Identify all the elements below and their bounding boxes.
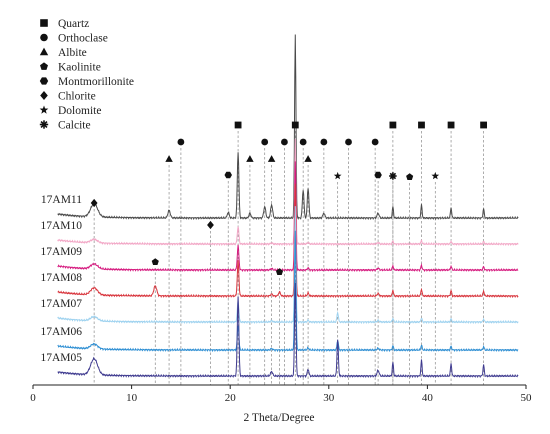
peak-marker-kaolinite (275, 268, 284, 276)
peak-marker-orthoclase (299, 138, 307, 146)
legend-item-dolomite: Dolomite (39, 105, 101, 117)
peak-marker-chlorite (207, 220, 214, 230)
peak-marker-orthoclase (281, 138, 288, 146)
sample-label-17am07: 17AM07 (40, 298, 82, 310)
legend-label: Quartz (58, 18, 89, 30)
peak-marker-chlorite (90, 198, 98, 208)
series-line-17am09 (57, 161, 519, 273)
peak-marker-calcite (389, 172, 397, 180)
sample-label-17am06: 17AM06 (40, 326, 82, 338)
peak-marker-quartz (291, 121, 299, 129)
x-tick-label: 0 (30, 392, 36, 404)
series-line-17am06 (57, 230, 519, 353)
x-axis-title: 2 Theta/Degree (244, 412, 315, 424)
legend-label: Calcite (58, 120, 91, 132)
legend-label: Albite (58, 47, 87, 59)
reference-lines (93, 131, 484, 385)
sample-label-17am11: 17AM11 (41, 194, 82, 206)
legend-symbol-diamond (40, 90, 48, 101)
legend: Quartz Orthoclase Albite Kaolinite Montmoril… (39, 18, 134, 132)
legend-label: Dolomite (58, 105, 101, 117)
sample-label-17am10: 17AM10 (40, 220, 82, 232)
peak-marker-orthoclase (371, 138, 379, 146)
series-line-17am05 (57, 282, 519, 379)
x-axis: 0 10 20 30 40 50 (30, 384, 533, 404)
series-group (57, 34, 519, 379)
legend-label: Orthoclase (58, 33, 108, 45)
legend-symbol-triangle (39, 47, 49, 56)
peak-marker-quartz (480, 121, 488, 129)
legend-label: Kaolinite (58, 62, 101, 74)
sample-labels: 17AM11 17AM10 17AM09 17AM08 17AM07 17AM06 17AM… (40, 194, 82, 364)
series-line-17am10 (57, 138, 519, 247)
legend-symbol-square (40, 19, 48, 27)
peak-marker-dolomite (333, 171, 342, 180)
peak-marker-albite (246, 155, 254, 162)
sample-label-17am09: 17AM09 (40, 246, 82, 258)
peak-marker-dolomite (431, 171, 440, 180)
legend-label: Chlorite (58, 91, 96, 103)
legend-item-chlorite: Chlorite (40, 91, 96, 103)
peak-marker-montmorillonite (224, 171, 232, 179)
peak-marker-orthoclase (177, 138, 185, 146)
legend-symbol-circle (40, 33, 48, 42)
peak-marker-orthoclase (320, 138, 328, 146)
legend-symbol-star (39, 105, 49, 114)
sample-label-17am05: 17AM05 (40, 352, 82, 364)
legend-symbol-pentagon (40, 62, 48, 70)
series-line-17am11 (57, 34, 519, 221)
peak-marker-montmorillonite (374, 171, 382, 179)
x-tick-label: 10 (126, 392, 138, 404)
series-line-17am07 (57, 206, 519, 325)
legend-item-calcite: Calcite (39, 120, 91, 132)
peak-marker-quartz (447, 121, 455, 129)
peak-marker-quartz (234, 121, 242, 129)
x-tick-label: 20 (225, 392, 237, 404)
legend-item-montmorillonite: Montmorillonite (39, 76, 134, 88)
peak-marker-quartz (389, 121, 397, 129)
peak-markers (90, 121, 488, 276)
legend-item-kaolinite: Kaolinite (40, 62, 101, 74)
legend-item-quartz: Quartz (40, 18, 89, 30)
legend-symbol-asterisk (39, 120, 49, 129)
peak-marker-kaolinite (151, 258, 159, 266)
peak-marker-quartz (418, 121, 425, 129)
peak-marker-albite (304, 155, 312, 162)
peak-marker-albite (165, 155, 173, 162)
sample-label-17am08: 17AM08 (40, 272, 82, 284)
x-tick-label: 50 (521, 392, 533, 404)
peak-marker-kaolinite (406, 173, 414, 181)
legend-item-orthoclase: Orthoclase (40, 33, 108, 45)
peak-marker-orthoclase (345, 138, 352, 146)
series-line-17am08 (57, 183, 519, 299)
x-tick-label: 40 (422, 392, 434, 404)
legend-label: Montmorillonite (58, 76, 134, 88)
x-tick-label: 30 (323, 392, 335, 404)
peak-marker-albite (267, 155, 276, 162)
legend-item-albite: Albite (39, 47, 87, 59)
legend-symbol-hexagon (39, 77, 49, 85)
peak-marker-orthoclase (261, 138, 269, 146)
